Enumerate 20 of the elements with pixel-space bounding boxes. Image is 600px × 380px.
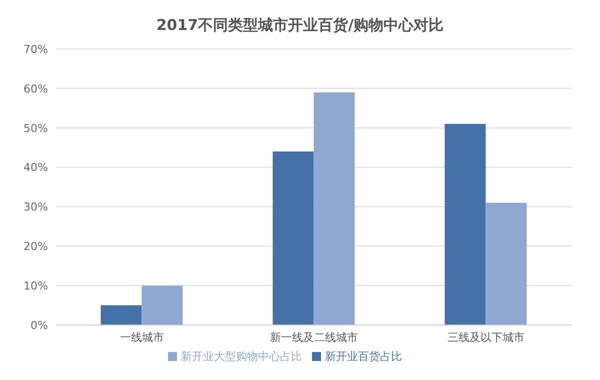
x-tick-label: 一线城市 — [120, 330, 164, 344]
x-tick-label: 三线及以下城市 — [448, 330, 524, 344]
y-tick-label: 40% — [24, 161, 48, 174]
bar — [444, 124, 486, 325]
y-tick-label: 30% — [24, 200, 48, 214]
y-tick-label: 10% — [24, 279, 48, 292]
bar — [272, 152, 314, 325]
legend-label: 新开业百货占比 — [325, 350, 402, 363]
y-tick-label: 60% — [24, 82, 48, 96]
y-tick-label: 50% — [24, 122, 48, 135]
y-tick-label: 20% — [24, 240, 48, 254]
y-tick-label: 0% — [30, 318, 48, 332]
legend-label: 新开业大型购物中心占比 — [181, 350, 302, 363]
bar — [100, 305, 142, 325]
bar — [486, 202, 527, 325]
bar — [314, 92, 355, 325]
x-tick-label: 新一线及二线城市 — [270, 330, 358, 344]
chart-title: 2017不同类型城市开业百货/购物中心对比 — [155, 15, 445, 36]
bar — [142, 286, 183, 325]
y-tick-label: 70% — [24, 42, 48, 56]
